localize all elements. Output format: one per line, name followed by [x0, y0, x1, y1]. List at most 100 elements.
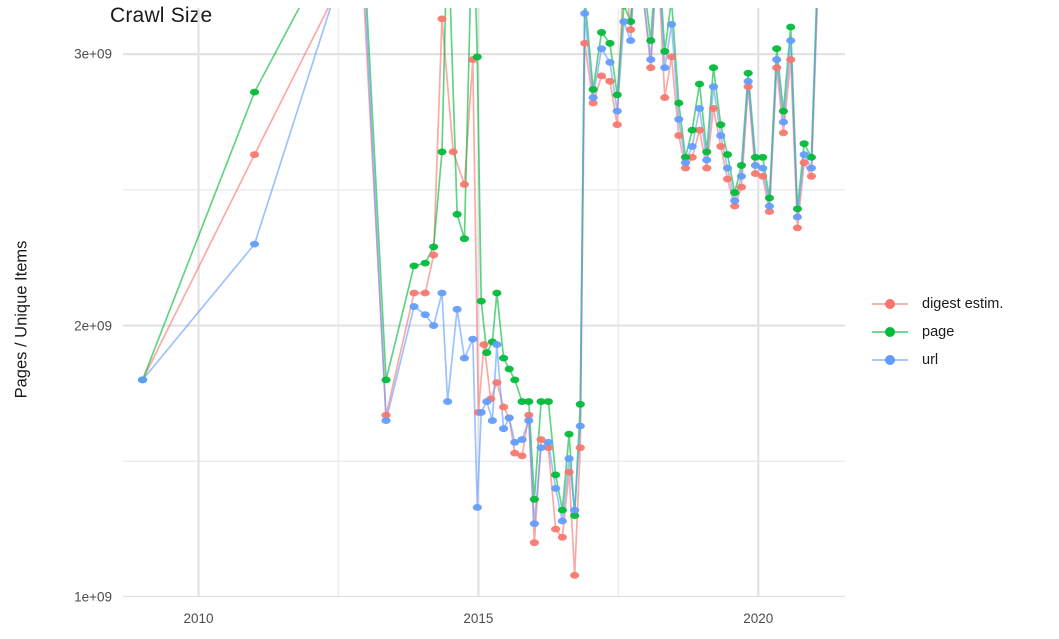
data-point	[529, 520, 539, 528]
data-point	[570, 506, 580, 514]
data-point	[536, 398, 546, 405]
legend-item[interactable]: page	[872, 318, 1052, 346]
x-tick-label: 2020	[743, 611, 774, 626]
data-point	[702, 164, 712, 172]
data-point	[708, 64, 719, 72]
data-point	[619, 18, 629, 25]
data-point	[482, 398, 492, 405]
data-point	[743, 69, 753, 77]
data-point	[743, 83, 753, 91]
data-point	[510, 438, 520, 446]
data-point	[799, 151, 809, 158]
data-point	[492, 289, 502, 297]
data-point	[694, 126, 705, 134]
data-point	[772, 64, 782, 72]
data-point	[575, 400, 585, 408]
data-point	[660, 64, 670, 72]
data-point	[536, 436, 546, 443]
data-point	[588, 99, 598, 107]
data-point	[536, 444, 546, 452]
legend-key-icon	[872, 296, 908, 312]
data-point	[564, 468, 574, 476]
page-title: Crawl Size	[110, 4, 213, 27]
data-point	[674, 115, 684, 123]
y-tick-label: 3e+09	[74, 46, 112, 62]
data-point	[459, 354, 470, 362]
data-point	[680, 153, 691, 161]
data-point	[524, 417, 534, 424]
legend: digest estim. page url	[872, 290, 1052, 374]
data-point	[708, 83, 719, 91]
data-point	[680, 159, 691, 167]
data-point	[605, 39, 615, 47]
data-point	[799, 140, 809, 148]
data-point	[472, 504, 482, 511]
data-point	[612, 121, 622, 129]
x-axis-ticks: 2010 2015 2020	[0, 597, 1059, 639]
data-point	[429, 322, 439, 329]
data-point	[476, 409, 486, 416]
legend-item[interactable]: url	[872, 346, 1052, 374]
data-point	[479, 341, 489, 348]
data-point	[736, 172, 747, 180]
data-point	[646, 37, 656, 44]
data-point	[437, 289, 447, 297]
data-point	[786, 56, 796, 63]
data-point	[612, 107, 622, 115]
data-point	[674, 132, 684, 139]
data-point	[772, 45, 782, 53]
legend-item[interactable]: digest estim.	[872, 290, 1052, 318]
data-point	[730, 189, 740, 196]
data-point	[702, 148, 712, 156]
data-point	[498, 354, 509, 362]
data-point	[452, 210, 462, 218]
data-point	[409, 262, 419, 270]
data-point	[575, 444, 585, 452]
data-point	[381, 411, 391, 419]
data-point	[778, 129, 789, 137]
data-point	[420, 311, 430, 319]
data-point	[529, 539, 539, 547]
series-lines	[141, 8, 818, 577]
legend-key-icon	[872, 324, 908, 340]
data-point	[409, 303, 419, 310]
data-point	[792, 213, 803, 221]
data-point	[660, 94, 670, 101]
data-point	[786, 23, 796, 31]
data-point	[459, 235, 470, 243]
data-point	[504, 414, 514, 422]
data-point	[758, 153, 768, 161]
data-point	[799, 159, 809, 167]
series-points	[137, 8, 817, 579]
data-point	[249, 88, 260, 96]
data-point	[605, 77, 615, 85]
y-axis-ticks: 1e+09 2e+09 3e+09	[36, 0, 122, 639]
data-point	[694, 105, 705, 112]
data-point	[680, 164, 691, 172]
legend-label: url	[922, 352, 939, 368]
data-point	[498, 403, 509, 411]
data-point	[482, 349, 492, 357]
data-point	[702, 156, 712, 164]
data-point	[529, 495, 539, 503]
data-point	[716, 143, 726, 150]
data-point	[786, 37, 796, 44]
data-point	[580, 39, 590, 47]
data-point	[716, 121, 726, 129]
data-point	[730, 197, 740, 205]
data-point	[492, 341, 502, 348]
data-point	[517, 436, 527, 443]
y-axis-label-text: Pages / Unique Items	[12, 240, 31, 399]
data-point	[543, 444, 553, 452]
data-point	[487, 417, 497, 424]
chart-canvas	[123, 8, 845, 597]
data-point	[551, 471, 561, 479]
data-point	[510, 449, 520, 457]
data-point	[498, 425, 509, 433]
data-point	[437, 15, 447, 23]
data-point	[551, 485, 561, 492]
data-point	[772, 56, 782, 63]
data-point	[596, 29, 607, 36]
data-point	[570, 512, 580, 519]
